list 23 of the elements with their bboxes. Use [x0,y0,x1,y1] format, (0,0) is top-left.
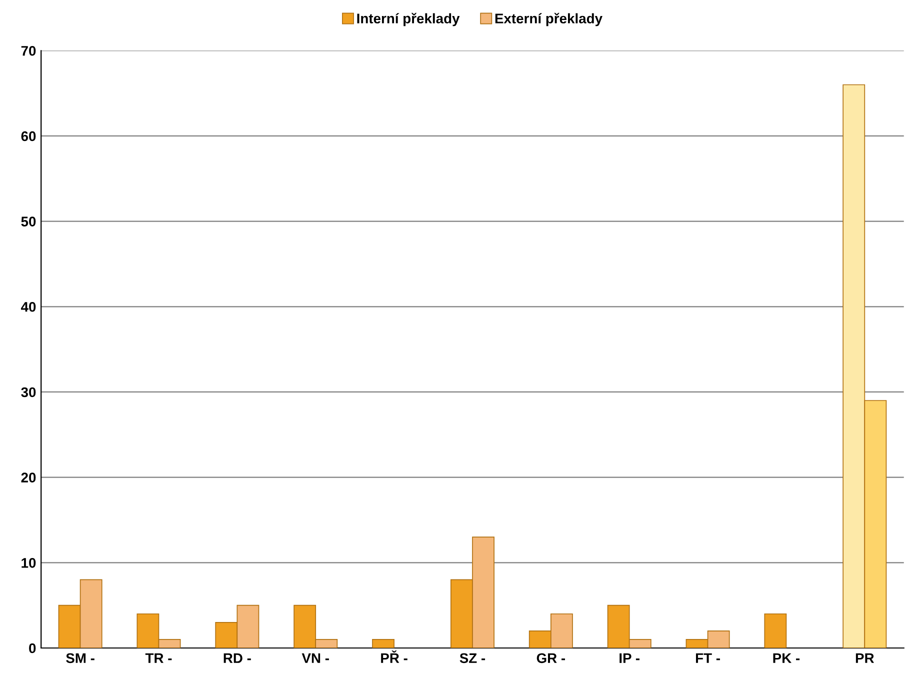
y-tick-label: 0 [29,643,36,654]
x-tick-label: IP - [620,653,640,663]
bar [764,613,787,648]
y-tick-label: 70 [21,46,36,56]
x-tick-label: SM - [66,653,94,664]
legend-label: Interní překlady [357,12,460,26]
x-tick-label: PŘ - [381,650,408,663]
x-tick-label: PK - [773,653,800,663]
x-tick-label: SZ - [460,653,486,664]
y-tick-label: 30 [21,387,36,398]
y-tick-label: 20 [21,472,36,482]
bar [372,639,394,648]
y-tick-label: 50 [21,216,36,226]
x-tick-label: RD - [224,653,251,663]
x-tick-label: TR - [145,653,172,663]
x-tick-label: FT - [696,653,720,663]
x-tick-label: PR [856,653,874,663]
y-tick-label: 40 [20,302,36,312]
x-tick-label: GR - [536,653,566,664]
y-tick-label: 60 [21,131,36,142]
y-tick-label: 10 [22,558,36,568]
x-tick-label: VN - [302,653,329,663]
legend-label: Externí překlady [495,12,602,26]
